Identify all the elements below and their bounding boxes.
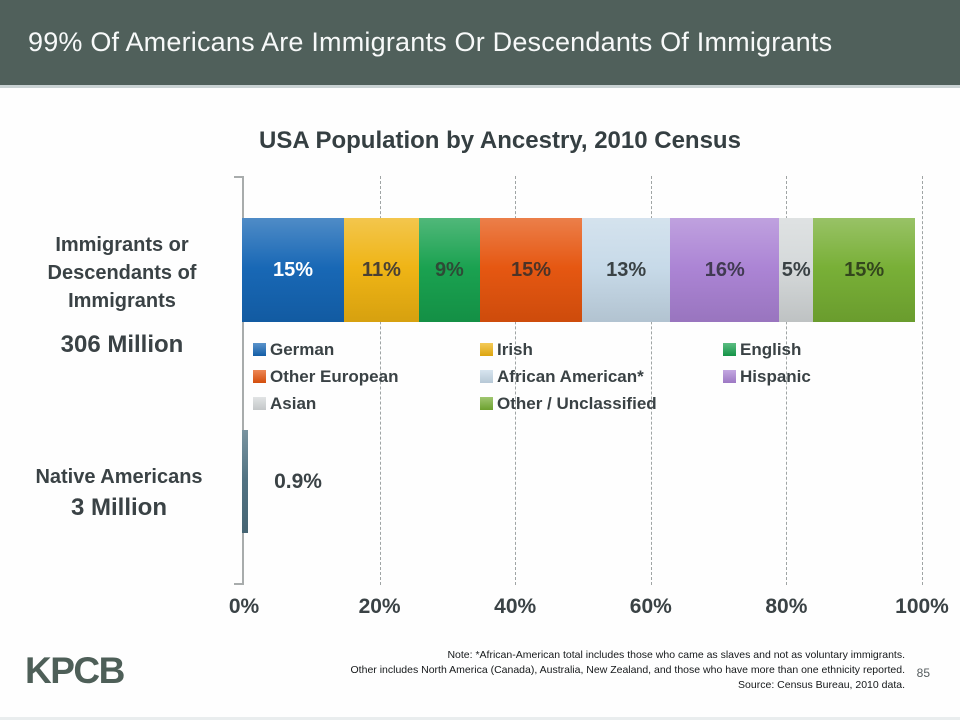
bar-row-0: 15% 11% 9% 15% 13% 16% 5% 15% xyxy=(242,218,922,322)
row-label-native-americans: Native Americans xyxy=(35,466,203,488)
bar-segment-hispanic: 16% xyxy=(670,218,780,322)
bar-value-label: 16% xyxy=(704,258,745,281)
footnote-line: Note: *African-American total includes t… xyxy=(447,649,905,661)
legend-label: Other European xyxy=(270,366,399,386)
chart-title: USA Population by Ancestry, 2010 Census xyxy=(259,127,741,154)
legend-item-german: German xyxy=(253,340,480,360)
legend-swatch-english xyxy=(723,343,736,356)
legend-label: English xyxy=(740,339,802,359)
legend-swatch-asian xyxy=(253,397,266,410)
legend-item-other-unclassified: Other / Unclassified xyxy=(480,394,723,414)
x-tick-label-60: 60% xyxy=(629,595,672,618)
bar-value-label-outside: 0.9% xyxy=(274,469,322,493)
page-number: 85 xyxy=(916,666,930,680)
legend-label: Asian xyxy=(270,393,317,413)
plot-area: 0% 20% 40% 60% 80% 100% xyxy=(229,176,949,618)
bar-value-label: 11% xyxy=(361,258,401,281)
bottom-strip xyxy=(0,717,960,720)
gridline-100 xyxy=(922,176,923,585)
legend-label: African American* xyxy=(497,366,644,386)
bar-segment-irish: 11% xyxy=(344,218,419,322)
y-axis-bottom-tick xyxy=(234,583,243,585)
legend-label: Irish xyxy=(497,339,533,359)
bar-row-1: 0.9% xyxy=(242,430,922,533)
row-label-immigrants: Immigrants or Descendants of Immigrants xyxy=(14,231,230,315)
row-label-line: Immigrants or xyxy=(55,234,189,256)
x-tick-label-40: 40% xyxy=(494,595,537,618)
legend-swatch-african-american xyxy=(480,370,493,383)
legend-swatch-hispanic xyxy=(723,370,736,383)
legend-item-other-european: Other European xyxy=(253,367,480,387)
bar-segment-african-american: 13% xyxy=(581,218,671,322)
legend-swatch-other-unclassified xyxy=(480,397,493,410)
legend-swatch-irish xyxy=(480,343,493,356)
legend-item-irish: Irish xyxy=(480,340,723,360)
bar-segment-native-americans xyxy=(242,430,249,533)
gridline-20 xyxy=(379,176,381,585)
bar-value-label: 15% xyxy=(272,258,314,281)
footnote-line: Other includes North America (Canada), A… xyxy=(350,664,905,676)
footnote-line: Source: Census Bureau, 2010 data. xyxy=(738,679,905,691)
row-total-native-americans: 3 Million xyxy=(71,494,167,521)
bar-value-label: 5% xyxy=(781,258,811,281)
legend-swatch-german xyxy=(253,343,266,356)
bar-segment-other-european: 15% xyxy=(479,218,582,322)
kpcb-logo: KPCB xyxy=(25,650,125,691)
legend-label: Hispanic xyxy=(740,366,811,386)
bar-segment-asian: 5% xyxy=(779,218,814,322)
legend-label: Other / Unclassified xyxy=(497,393,657,413)
row-label-line: Immigrants xyxy=(68,290,176,312)
bar-value-label: 15% xyxy=(844,258,885,281)
bar-segment-german: 15% xyxy=(242,218,344,322)
gridline-60 xyxy=(650,176,652,585)
legend: German Irish English Other European African … xyxy=(253,336,923,417)
footnotes: Note: *African-American total includes t… xyxy=(265,648,905,693)
legend-label: German xyxy=(270,339,335,359)
bar-value-label: 9% xyxy=(434,258,464,281)
x-tick-label-0: 0% xyxy=(228,595,260,618)
gridline-80 xyxy=(786,176,788,585)
x-tick-label-100: 100% xyxy=(895,595,949,618)
row-total-immigrants: 306 Million xyxy=(60,331,184,358)
bar-value-label: 13% xyxy=(606,258,647,281)
legend-item-hispanic: Hispanic xyxy=(723,367,923,387)
slide-title: 99% Of Americans Are Immigrants Or Desce… xyxy=(28,27,833,57)
legend-item-english: English xyxy=(723,340,923,360)
y-axis-top-tick xyxy=(234,176,243,178)
bar-value-label: 15% xyxy=(510,258,551,281)
legend-item-asian: Asian xyxy=(253,394,480,414)
legend-swatch-other-european xyxy=(253,370,266,383)
legend-item-african-american: African American* xyxy=(480,367,723,387)
x-tick-label-80: 80% xyxy=(765,595,808,618)
slide-header: 99% Of Americans Are Immigrants Or Desce… xyxy=(0,0,960,88)
row-label-line: Descendants of xyxy=(47,262,197,284)
bar-segment-other-unclassified: 15% xyxy=(813,218,916,322)
bar-segment-english: 9% xyxy=(418,218,480,322)
x-tick-label-20: 20% xyxy=(358,595,401,618)
gridline-40 xyxy=(515,176,517,585)
